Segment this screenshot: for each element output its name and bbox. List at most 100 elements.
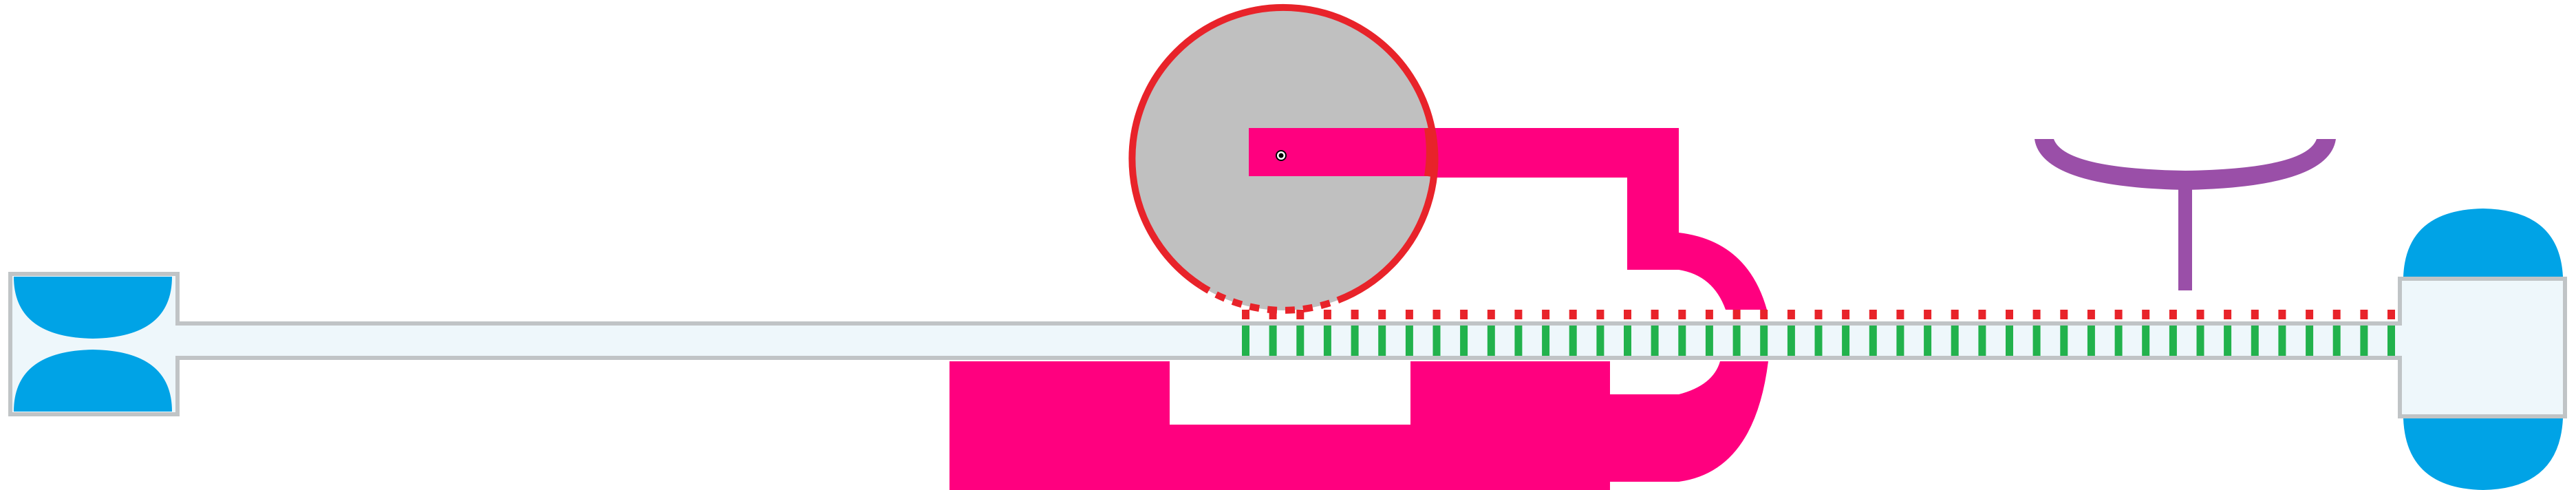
left-lower-lens [14, 350, 172, 412]
green-tooth [1814, 326, 1823, 356]
pivot-dot [1278, 153, 1284, 158]
red-tooth [1432, 310, 1441, 319]
green-tooth [1896, 326, 1904, 356]
red-tooth [1814, 310, 1823, 319]
disk-ring-solid-arc [1128, 3, 1439, 303]
red-tooth [1269, 310, 1277, 319]
green-tooth [2060, 326, 2068, 356]
red-tooth [2032, 310, 2041, 319]
green-tooth [2224, 326, 2232, 356]
red-tooth [1651, 310, 1659, 319]
stand-post [2178, 186, 2192, 290]
green-tooth [2196, 326, 2204, 356]
red-tooth [2114, 310, 2123, 319]
green-tooth [1460, 326, 1468, 356]
grey-disk-wheel-icon [1128, 3, 1439, 314]
red-tooth [2306, 310, 2314, 319]
red-tooth [1787, 310, 1795, 319]
red-tooth [1951, 310, 1959, 319]
red-tooth [1842, 310, 1850, 319]
green-tooth [2087, 326, 2095, 356]
red-tooth [1760, 310, 1768, 319]
red-tooth [1542, 310, 1550, 319]
red-tooth [1487, 310, 1495, 319]
red-tooth [2060, 310, 2068, 319]
green-tooth [2114, 326, 2123, 356]
red-rack-teeth [1242, 310, 2395, 319]
red-tooth [2360, 310, 2368, 319]
crank-arm [1249, 128, 1428, 176]
green-tooth [1951, 326, 1959, 356]
green-tooth [2006, 326, 2013, 356]
green-tooth [1351, 326, 1359, 356]
red-tooth [1869, 310, 1877, 319]
red-tooth [1296, 310, 1305, 319]
green-tooth [2142, 326, 2150, 356]
green-tooth [1296, 326, 1305, 356]
green-tooth [1732, 326, 1741, 356]
red-tooth [1514, 310, 1523, 319]
green-tooth [2251, 326, 2259, 356]
disk-ring-dashed-arc [1199, 282, 1340, 314]
green-tooth [1624, 326, 1631, 356]
green-tooth [1378, 326, 1386, 356]
green-tooth [1542, 326, 1550, 356]
red-tooth [2251, 310, 2259, 319]
green-tooth [1405, 326, 1413, 356]
red-tooth [2387, 310, 2395, 319]
green-tooth [1869, 326, 1877, 356]
green-tooth [1432, 326, 1441, 356]
green-tooth [2360, 326, 2368, 356]
red-tooth [1896, 310, 1904, 319]
green-tooth [1678, 326, 1686, 356]
red-tooth [1323, 310, 1331, 319]
green-tooth [1514, 326, 1523, 356]
green-tooth [2169, 326, 2177, 356]
main-tube [8, 272, 2567, 418]
blue-lens-pair-icon [14, 277, 172, 412]
red-tooth [2169, 310, 2177, 319]
red-tooth [2278, 310, 2286, 319]
red-tooth [1460, 310, 1468, 319]
red-tooth [1978, 310, 1986, 319]
red-tooth [1351, 310, 1359, 319]
purple-t-stand-icon [2035, 139, 2336, 290]
green-rack-teeth [1242, 326, 2395, 356]
green-tooth [1487, 326, 1495, 356]
green-tooth [1760, 326, 1768, 356]
green-tooth [1269, 326, 1277, 356]
green-tooth [1787, 326, 1795, 356]
red-tooth [1569, 310, 1577, 319]
red-tooth [2196, 310, 2204, 319]
red-tooth [2332, 310, 2341, 319]
red-tooth [1732, 310, 1741, 319]
green-tooth [2332, 326, 2341, 356]
green-tooth [2032, 326, 2041, 356]
red-tooth [1596, 310, 1604, 319]
red-tooth [2142, 310, 2150, 319]
green-tooth [1924, 326, 1932, 356]
green-tooth [1651, 326, 1659, 356]
lower-magenta-bracket [949, 361, 1768, 490]
right-lower-dome [2403, 418, 2563, 490]
green-tooth [1705, 326, 1713, 356]
stand-dish [2035, 139, 2336, 190]
right-upper-dome [2403, 209, 2563, 277]
red-tooth [2224, 310, 2232, 319]
green-tooth [1569, 326, 1577, 356]
green-tooth [1242, 326, 1249, 356]
green-tooth [2306, 326, 2314, 356]
green-tooth [1842, 326, 1850, 356]
red-tooth [1924, 310, 1932, 319]
red-tooth [1378, 310, 1386, 319]
red-tooth [1705, 310, 1713, 319]
disk-ring-right-edge [1424, 127, 1433, 177]
green-tooth [1978, 326, 1986, 356]
red-tooth [1405, 310, 1413, 319]
left-upper-lens [14, 277, 172, 339]
green-tooth [1596, 326, 1604, 356]
red-tooth [2006, 310, 2013, 319]
red-tooth [1242, 310, 1249, 319]
